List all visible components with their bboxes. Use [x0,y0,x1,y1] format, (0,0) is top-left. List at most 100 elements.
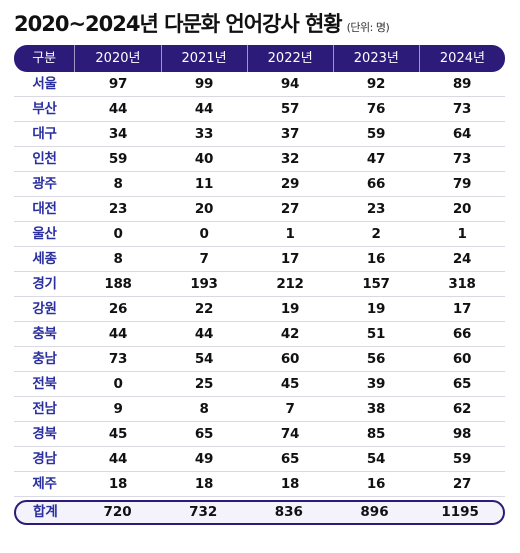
table-row: 세종 8 7 17 16 24 [14,247,505,272]
value-cell: 39 [366,376,386,392]
region-label: 광주 [32,176,57,192]
column-header-year: 2024년 [418,45,505,72]
table-row: 경기 188 193 212 157 318 [14,272,505,297]
value-cell: 40 [194,151,214,167]
region-label: 충북 [32,326,57,342]
value-cell: 60 [452,351,472,367]
value-cell: 17 [280,251,300,267]
value-cell: 27 [280,201,300,217]
value-cell: 49 [194,451,214,467]
value-cell: 23 [108,201,128,217]
region-label: 제주 [32,476,57,492]
value-cell: 56 [366,351,386,367]
value-cell: 18 [108,476,128,492]
total-row: 합계 720 732 836 896 1195 [14,500,505,525]
value-cell: 20 [452,201,472,217]
value-cell: 45 [280,376,300,392]
region-label: 경북 [32,426,57,442]
value-cell: 18 [194,476,214,492]
value-cell: 24 [452,251,472,267]
value-cell: 73 [452,151,472,167]
value-cell: 99 [194,76,214,92]
value-cell: 193 [190,276,218,292]
value-cell: 66 [452,326,472,342]
region-label: 인천 [32,151,57,167]
value-cell: 27 [452,476,472,492]
value-cell: 17 [452,301,472,317]
value-cell: 18 [280,476,300,492]
value-cell: 19 [366,301,386,317]
total-value-cell: 836 [274,504,303,520]
value-cell: 59 [366,126,386,142]
value-cell: 89 [452,76,472,92]
value-cell: 188 [104,276,132,292]
value-cell: 318 [448,276,476,292]
value-cell: 44 [108,451,128,467]
value-cell: 73 [452,101,472,117]
value-cell: 85 [366,426,386,442]
value-cell: 59 [108,151,128,167]
value-cell: 16 [366,251,386,267]
region-label: 세종 [32,251,57,267]
region-label: 대전 [32,201,57,217]
total-value-cell: 1195 [441,504,479,520]
value-cell: 54 [194,351,214,367]
value-cell: 51 [366,326,386,342]
table-row: 강원 26 22 19 19 17 [14,297,505,322]
value-cell: 44 [108,101,128,117]
value-cell: 66 [366,176,386,192]
value-cell: 8 [113,176,123,192]
region-label: 전남 [32,401,57,417]
region-label: 부산 [32,101,57,117]
value-cell: 0 [113,226,123,242]
region-label: 전북 [32,376,57,392]
column-header-year: 2022년 [246,45,333,72]
table-row: 충남 73 54 60 56 60 [14,347,505,372]
value-cell: 9 [113,401,123,417]
value-cell: 54 [366,451,386,467]
value-cell: 42 [280,326,300,342]
value-cell: 33 [194,126,214,142]
table-row: 인천 59 40 32 47 73 [14,147,505,172]
value-cell: 65 [452,376,472,392]
region-label: 울산 [32,226,57,242]
value-cell: 0 [113,376,123,392]
value-cell: 47 [366,151,386,167]
table-row: 전북 0 25 45 39 65 [14,372,505,397]
value-cell: 16 [366,476,386,492]
value-cell: 98 [452,426,472,442]
value-cell: 45 [108,426,128,442]
value-cell: 44 [194,101,214,117]
total-value-cell: 732 [189,504,218,520]
value-cell: 29 [280,176,300,192]
total-value-cell: 720 [103,504,132,520]
value-cell: 23 [366,201,386,217]
value-cell: 44 [194,326,214,342]
unit-label: (단위: 명) [346,21,390,34]
value-cell: 79 [452,176,472,192]
column-header-year: 2020년 [74,45,160,72]
data-table: 구분 2020년 2021년 2022년 2023년 2024년 서울 97 99 94 92 89… [14,45,505,525]
value-cell: 0 [199,226,209,242]
value-cell: 94 [280,76,300,92]
value-cell: 2 [371,226,381,242]
column-header-year: 2021년 [160,45,247,72]
value-cell: 64 [452,126,472,142]
page-title: 2020~2024년 다문화 언어강사 현황 [14,12,343,36]
table-row: 제주 18 18 18 16 27 [14,472,505,497]
total-value-cell: 896 [360,504,389,520]
region-label: 경기 [32,276,57,292]
table-row: 울산 0 0 1 2 1 [14,222,505,247]
value-cell: 22 [194,301,214,317]
value-cell: 92 [366,76,386,92]
region-label: 대구 [32,126,57,142]
total-label: 합계 [32,504,58,520]
table-row: 광주 8 11 29 66 79 [14,172,505,197]
region-label: 강원 [32,301,57,317]
value-cell: 37 [280,126,300,142]
value-cell: 73 [108,351,128,367]
value-cell: 38 [366,401,386,417]
column-header-category: 구분 [32,51,57,66]
value-cell: 44 [108,326,128,342]
value-cell: 8 [113,251,123,267]
